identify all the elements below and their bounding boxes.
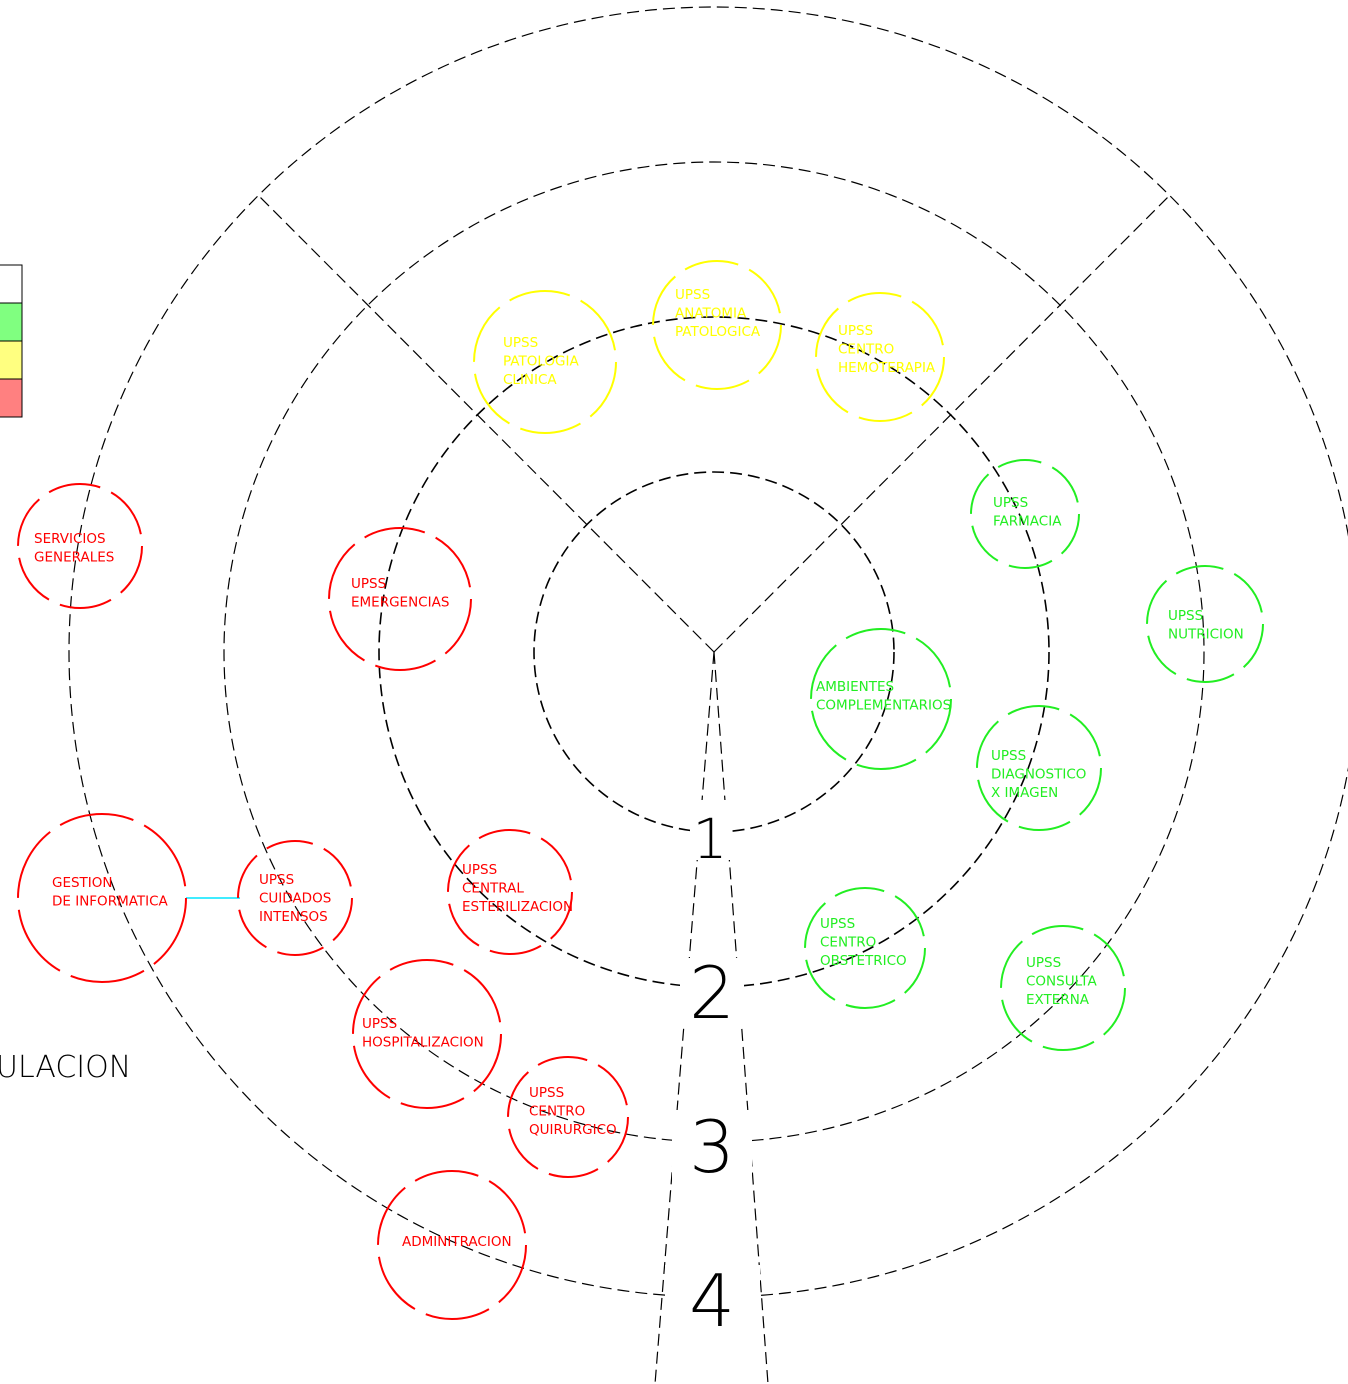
node-label: OBSTETRICO: [820, 953, 907, 969]
node-circle: [17, 483, 143, 609]
node: UPSS HOSPITALIZACION: [352, 959, 502, 1109]
node: UPSS CONSULTA EXTERNA: [1000, 925, 1126, 1051]
node-label: PATOLOGIA: [503, 354, 579, 370]
node-label: QUIRURGICO: [529, 1122, 617, 1138]
node-label: ANATOMIA: [675, 306, 747, 322]
node: UPSS NUTRICION: [1146, 565, 1264, 683]
node-label: UPSS: [529, 1085, 564, 1101]
node-label: CENTRAL: [462, 881, 524, 897]
node-label: UPSS: [259, 872, 294, 888]
node-label: EXTERNA: [1026, 992, 1090, 1008]
node-label: X IMAGEN: [991, 785, 1058, 801]
node: UPSS ANATOMIA PATOLOGICA: [652, 260, 782, 390]
label-bg: [672, 1110, 752, 1182]
node: ADMINITRACION: [377, 1170, 527, 1320]
node-label: GESTION: [52, 875, 113, 891]
node-label: UPSS: [362, 1016, 397, 1032]
node-label: UPSS: [1168, 608, 1203, 624]
node-circle: [17, 813, 187, 983]
node-circle: [1146, 565, 1264, 683]
node-circle: [815, 292, 945, 422]
node: UPSS CUIDADOS INTENSOS: [237, 840, 353, 956]
node: UPSS CENTRAL ESTERILIZACION: [447, 829, 573, 955]
legend-swatch: [0, 378, 23, 418]
node-circle: [652, 260, 782, 390]
node-circle: [1000, 925, 1126, 1051]
node-label: CLINICA: [503, 372, 557, 388]
node-label: UPSS: [1026, 955, 1061, 971]
node-label: HOSPITALIZACION: [362, 1035, 484, 1051]
ring-1: [533, 471, 895, 833]
label-bg: [690, 800, 730, 860]
node: UPSS PATOLOGIA CLINICA: [473, 290, 617, 434]
node-circle: [237, 840, 353, 956]
ring-4: [68, 6, 1348, 1298]
node: UPSS CENTRO QUIRURGICO: [507, 1056, 629, 1178]
node: UPSS EMERGENCIAS: [328, 527, 472, 671]
node: SERVICIOS GENERALES: [17, 483, 143, 609]
node-label: SERVICIOS: [34, 531, 106, 547]
node-circle: [447, 829, 573, 955]
node-label: UPSS: [675, 287, 710, 303]
node: GESTION DE INFORMATICA: [17, 813, 187, 983]
ring-number: 2: [689, 951, 735, 1035]
sector-line: [257, 194, 715, 653]
label-bg: [665, 1265, 760, 1337]
node-label: CENTRO: [838, 342, 894, 358]
node-label: CENTRO: [820, 935, 876, 951]
ring-labels-bg: [665, 800, 760, 1337]
node: UPSS CENTRO HEMOTERAPIA: [815, 292, 945, 422]
legend-swatch: [0, 302, 23, 342]
legend-swatch: [0, 264, 23, 304]
node-label: HEMOTERAPIA: [838, 360, 936, 376]
node-circle: [473, 290, 617, 434]
node-label: GENERALES: [34, 550, 114, 566]
node-label: UPSS: [993, 495, 1028, 511]
ring-number: 1: [693, 807, 728, 871]
node: UPSS FARMACIA: [970, 459, 1080, 569]
node-circle: [810, 628, 952, 770]
node-label: DE INFORMATICA: [52, 894, 169, 910]
sector-line: [713, 194, 1171, 653]
node-label: UPSS: [820, 916, 855, 932]
node: UPSS DIAGNOSTICO X IMAGEN: [976, 705, 1102, 831]
node-circle: [352, 959, 502, 1109]
node-label: CONSULTA: [1026, 974, 1097, 990]
node-label: INTENSOS: [259, 909, 328, 925]
node-circle: [804, 887, 926, 1009]
node-label: DIAGNOSTICO: [991, 767, 1086, 783]
ring-numbers: 1 2 3 4: [689, 807, 735, 1343]
node: UPSS CENTRO OBSTETRICO: [804, 887, 926, 1009]
ring-3: [223, 161, 1205, 1143]
node-label: UPSS: [462, 862, 497, 878]
node-circle: [507, 1056, 629, 1178]
node-circle: [970, 459, 1080, 569]
node-label: UPSS: [351, 576, 386, 592]
node-label: UPSS: [838, 323, 873, 339]
nodes: UPSS PATOLOGIA CLINICA UPSS ANATOMIA PATOLOGI…: [17, 260, 1264, 1320]
node-circle: [328, 527, 472, 671]
node-label: UPSS: [503, 335, 538, 351]
label-bg: [680, 958, 744, 1028]
node-circle: [377, 1170, 527, 1320]
caption: ULACION: [0, 1050, 131, 1085]
node-label: ADMINITRACION: [402, 1234, 512, 1250]
legend: [0, 264, 23, 418]
node-label: CENTRO: [529, 1104, 585, 1120]
node: AMBIENTES COMPLEMENTARIOS: [810, 628, 952, 770]
node-label: EMERGENCIAS: [351, 595, 449, 611]
legend-swatch: [0, 340, 23, 380]
node-label: PATOLOGICA: [675, 324, 761, 340]
node-label: CUIDADOS: [259, 891, 331, 907]
node-circle: [976, 705, 1102, 831]
node-label: FARMACIA: [993, 514, 1062, 530]
node-label: COMPLEMENTARIOS: [816, 698, 951, 714]
node-label: NUTRICION: [1168, 627, 1244, 643]
ring-number: 3: [689, 1105, 735, 1189]
node-label: ESTERILIZACION: [462, 899, 573, 915]
node-label: AMBIENTES: [816, 679, 894, 695]
node-label: UPSS: [991, 748, 1026, 764]
ring-number: 4: [689, 1259, 735, 1343]
